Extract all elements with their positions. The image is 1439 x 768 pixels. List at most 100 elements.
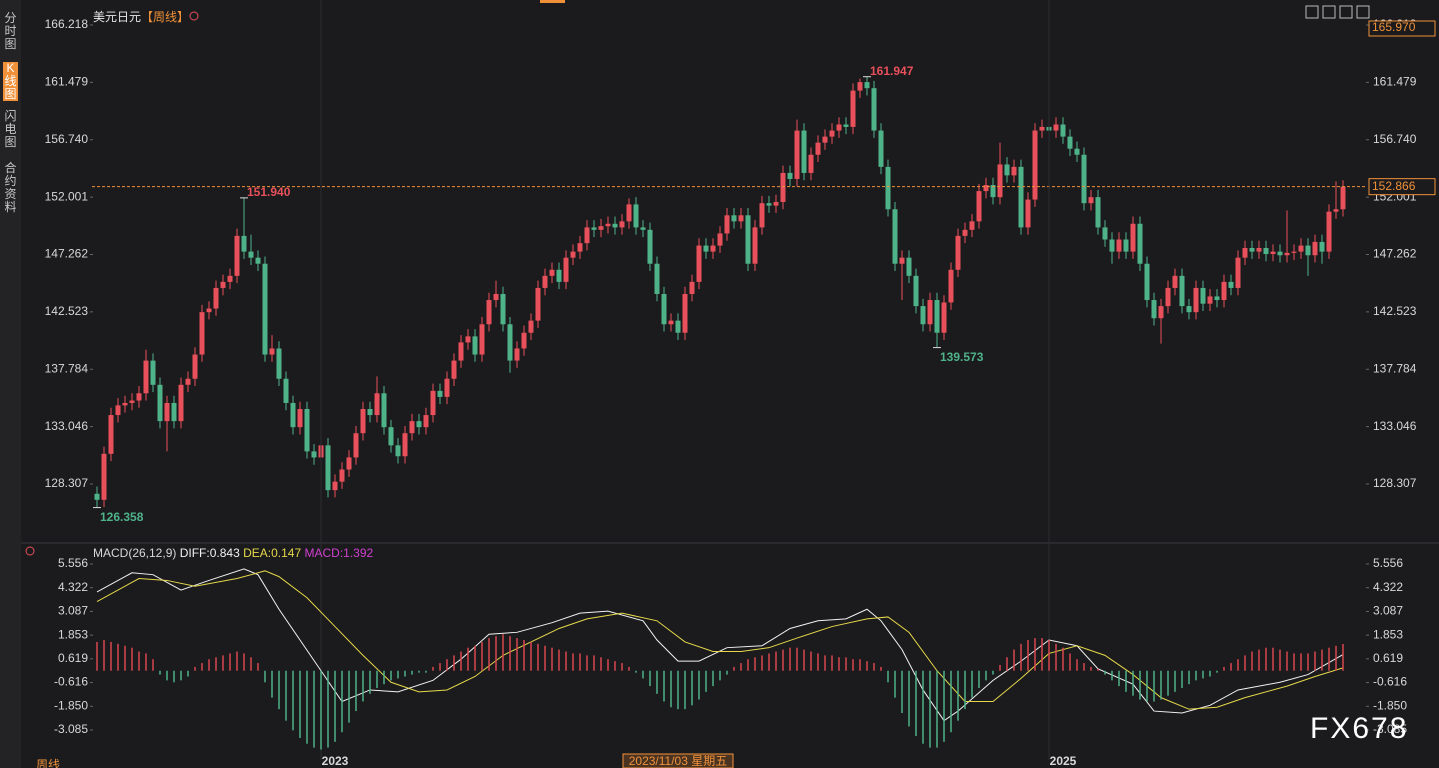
candle-body [346, 457, 352, 470]
tool-button[interactable] [1305, 5, 1319, 19]
period-tab[interactable]: 周线 [36, 758, 61, 768]
candle-body [1270, 251, 1276, 255]
y-tick-label-right: 3.087 [1373, 604, 1403, 618]
candle-body [108, 415, 114, 454]
macd-line [96, 570, 1344, 710]
candle-body [836, 124, 842, 131]
extreme-label: 161.947 [870, 64, 914, 78]
top-tab-indicator [540, 0, 565, 3]
candle-body [983, 185, 989, 192]
candle-body [1263, 247, 1269, 255]
watermark: FX678 [1310, 712, 1409, 745]
candle-body [451, 360, 457, 379]
candle-body [738, 215, 744, 222]
candle-body [458, 342, 464, 361]
candle-body [1242, 247, 1248, 258]
candle-body [976, 191, 982, 222]
candle-body [633, 204, 639, 228]
candle-body [171, 402, 177, 422]
y-tick-label-right: 5.556 [1373, 556, 1403, 570]
candle-body [668, 320, 674, 325]
candle-body [1123, 239, 1129, 252]
candle-body [563, 257, 569, 282]
candle-body [605, 223, 611, 227]
candle-body [234, 235, 240, 276]
y-tick-label-right: 1.853 [1373, 627, 1403, 641]
candle-body [1109, 239, 1115, 252]
candle-body [759, 203, 765, 228]
y-tick-label-right: 147.262 [1373, 247, 1417, 261]
y-tick-label: 5.556 [58, 556, 88, 570]
last-price-label: 152.866 [1372, 179, 1416, 193]
candle-body [416, 421, 422, 428]
candle-body [857, 82, 863, 91]
y-tick-label: 1.853 [58, 627, 88, 641]
side-tab-active[interactable]: K线图 [3, 61, 18, 101]
candle-body [661, 293, 667, 325]
candle-body [1158, 306, 1164, 319]
candle-body [773, 201, 779, 206]
candle-body [815, 142, 821, 155]
tool-button[interactable] [1356, 5, 1370, 19]
chart-title: 美元日元 [93, 10, 142, 24]
candle-body [1102, 227, 1108, 240]
macd-icon[interactable] [25, 546, 35, 556]
candle-body [444, 378, 450, 397]
y-tick-label: 166.218 [45, 17, 89, 31]
candle-body [1235, 257, 1241, 288]
candle-body [304, 409, 310, 452]
candle-body [283, 378, 289, 403]
candle-body [1053, 124, 1059, 131]
candle-body [549, 269, 555, 276]
candle-body [990, 185, 996, 198]
candle-body [1081, 154, 1087, 204]
candle-body [269, 348, 275, 355]
candle-body [1298, 245, 1304, 252]
candle-body [199, 312, 205, 355]
candle-body [1256, 247, 1262, 252]
candle-body [598, 226, 604, 230]
y-tick-label: -1.850 [54, 698, 88, 712]
add-icon[interactable] [189, 11, 199, 21]
candle-body [206, 308, 212, 313]
x-tick-label: 2023/11/03 星期五 [629, 754, 728, 768]
y-tick-label: 128.307 [45, 476, 89, 490]
candle-body [1032, 130, 1038, 200]
candle-body [192, 354, 198, 379]
candle-body [1228, 281, 1234, 288]
candle-body [1249, 247, 1255, 252]
candle-body [612, 223, 618, 228]
candle-body [1319, 241, 1325, 252]
macd-line [96, 568, 1344, 722]
candle-body [710, 245, 716, 252]
candle-body [514, 348, 520, 361]
candle-body [1067, 136, 1073, 149]
tool-button[interactable] [1322, 5, 1336, 19]
y-tick-label-right: 161.479 [1373, 75, 1417, 89]
tool-button[interactable] [1339, 5, 1353, 19]
candle-body [395, 445, 401, 457]
candle-body [1179, 275, 1185, 307]
crosshair-label: 165.970 [1372, 20, 1416, 34]
candle-body [367, 409, 373, 416]
candle-body [479, 324, 485, 355]
candle-body [997, 164, 1003, 198]
extreme-label: 126.358 [100, 510, 144, 524]
side-tab[interactable]: 闪电图 [4, 109, 17, 149]
candle-body [801, 130, 807, 173]
candle-body [822, 136, 828, 143]
candle-body [717, 233, 723, 246]
candle-body [696, 245, 702, 282]
side-tab[interactable]: 合约资料 [4, 161, 17, 214]
candle-body [1039, 126, 1045, 131]
y-tick-label-right: 137.784 [1373, 361, 1417, 375]
y-tick-label-right: -0.616 [1373, 675, 1407, 689]
candle-body [626, 204, 632, 222]
candle-body [262, 263, 268, 355]
y-tick-label-right: 128.307 [1373, 476, 1417, 490]
y-tick-label: 133.046 [45, 419, 89, 433]
y-tick-label-right: 133.046 [1373, 419, 1417, 433]
side-tab[interactable]: 分时图 [4, 11, 17, 51]
candle-body [1151, 300, 1157, 319]
x-crosshair-box [622, 753, 734, 768]
